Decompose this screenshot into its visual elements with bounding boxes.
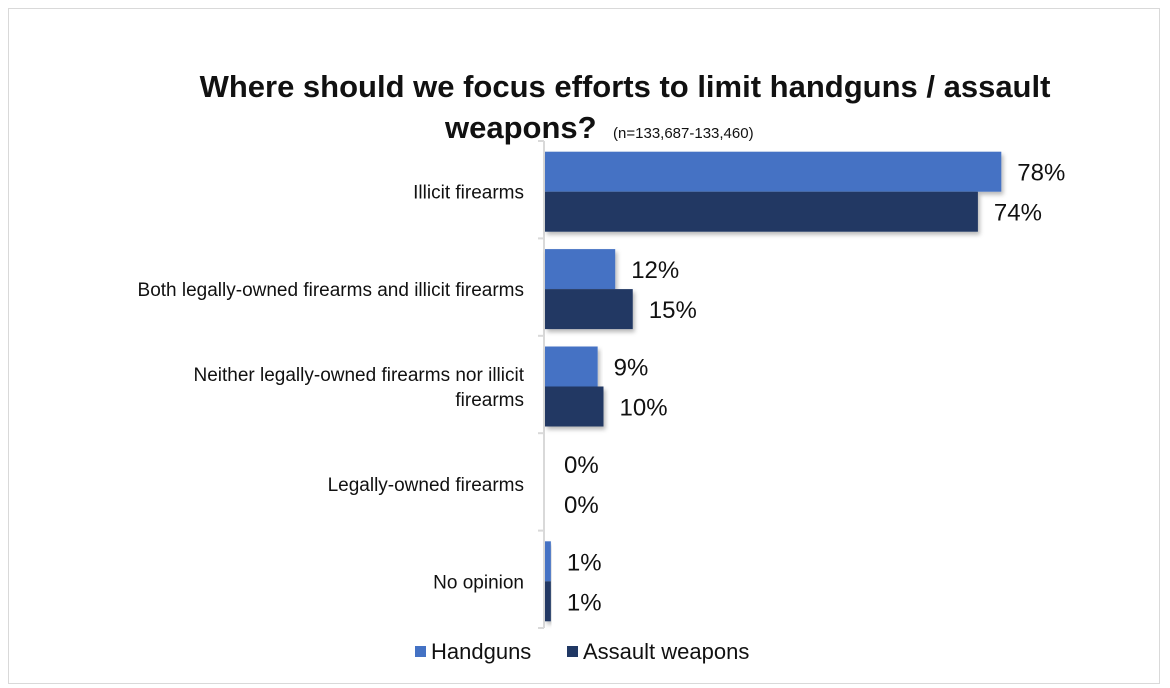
chart-subtitle: (n=133,687-133,460)	[613, 125, 754, 142]
chart-title-line-2: weapons?	[444, 110, 597, 145]
legend-swatch-assault-weapons	[567, 646, 578, 657]
category-label-line: Neither legally-owned firearms nor illic…	[193, 365, 524, 386]
bar-assault-weapons	[545, 581, 551, 622]
chart-title-line-2-group: weapons? (n=133,687-133,460)	[444, 110, 754, 145]
data-label: 0%	[564, 492, 599, 519]
data-label: 1%	[567, 549, 602, 576]
data-label: 78%	[1017, 160, 1065, 187]
category-label: No opinion	[433, 572, 524, 593]
data-label: 12%	[631, 257, 679, 284]
data-label: 15%	[649, 297, 697, 324]
data-label: 9%	[614, 355, 649, 382]
data-label: 74%	[994, 200, 1042, 227]
category-label: Illicit firearms	[413, 183, 524, 204]
legend-swatch-handguns	[415, 646, 426, 657]
category-label-line: Legally-owned firearms	[328, 475, 524, 496]
data-label: 0%	[564, 452, 599, 479]
chart: Where should we focus efforts to limit h…	[138, 69, 1066, 664]
category-label: Both legally-owned firearms and illicit …	[138, 280, 524, 301]
bar-assault-weapons	[545, 289, 633, 330]
bar-handguns	[545, 249, 616, 290]
data-label: 1%	[567, 589, 602, 616]
legend: Handguns Assault weapons	[415, 639, 749, 664]
legend-label-handguns: Handguns	[431, 639, 531, 664]
category-label-line: No opinion	[433, 572, 524, 593]
data-label: 10%	[620, 395, 668, 422]
category-label-line: Both legally-owned firearms and illicit …	[138, 280, 524, 301]
bar-assault-weapons	[545, 191, 978, 232]
chart-title-line-1: Where should we focus efforts to limit h…	[200, 69, 1051, 104]
bar-handguns	[545, 541, 551, 582]
bar-handguns	[545, 151, 1002, 192]
category-label: Legally-owned firearms	[328, 475, 524, 496]
plot-area: Illicit firearms 78% 74% Both legally-owned…	[138, 140, 1065, 629]
category-label-line: firearms	[455, 390, 524, 411]
category-label-line: Illicit firearms	[413, 183, 524, 204]
chart-frame: Where should we focus efforts to limit h…	[8, 8, 1160, 684]
bar-handguns	[545, 346, 598, 387]
category-label: Neither legally-owned firearms nor illic…	[193, 365, 524, 411]
bar-assault-weapons	[545, 386, 604, 427]
legend-label-assault-weapons: Assault weapons	[583, 639, 749, 664]
